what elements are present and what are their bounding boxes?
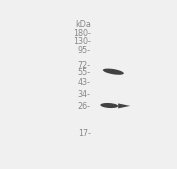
Polygon shape: [118, 103, 130, 108]
Text: 130-: 130-: [73, 37, 91, 46]
Text: 95-: 95-: [78, 46, 91, 55]
Text: 34-: 34-: [78, 90, 91, 99]
Text: 180-: 180-: [73, 29, 91, 38]
Ellipse shape: [103, 69, 124, 75]
Text: 26-: 26-: [78, 102, 91, 111]
Text: 55-: 55-: [78, 68, 91, 77]
Text: kDa: kDa: [75, 20, 91, 29]
Ellipse shape: [100, 103, 118, 108]
Text: 43-: 43-: [78, 78, 91, 87]
Text: 72-: 72-: [78, 61, 91, 70]
Text: 17-: 17-: [78, 129, 91, 138]
